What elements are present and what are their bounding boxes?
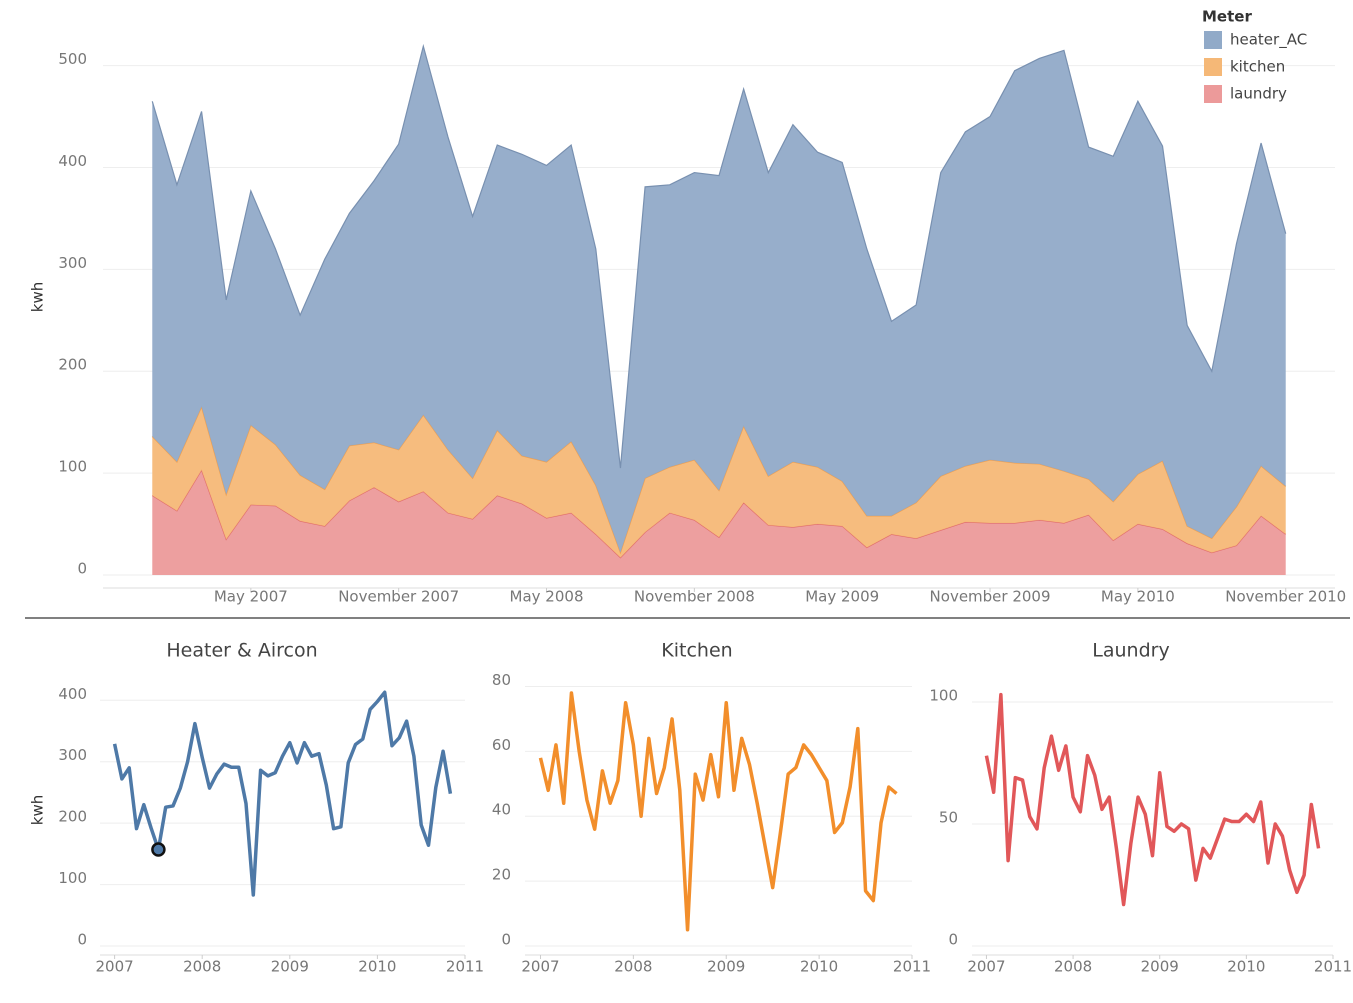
x-tick-label: November 2007 — [338, 588, 459, 606]
x-tick-label: May 2007 — [214, 588, 288, 606]
y-tick-label: 100 — [58, 869, 87, 887]
line — [984, 692, 1321, 907]
x-tick-label: November 2008 — [634, 588, 755, 606]
x-tick-label: 2008 — [1054, 958, 1092, 976]
y-tick-label: 100 — [929, 686, 958, 704]
legend-swatch — [1204, 31, 1222, 49]
x-tick-label: 2008 — [183, 958, 221, 976]
line — [112, 690, 453, 897]
chart-title: Heater & Aircon — [166, 640, 317, 662]
y-tick-label: 300 — [58, 254, 87, 272]
x-tick-label: 2010 — [358, 958, 396, 976]
x-tick-label: 2007 — [521, 958, 559, 976]
y-tick-label: 100 — [58, 458, 87, 476]
x-tick-label: 2007 — [967, 958, 1005, 976]
area — [152, 46, 1286, 553]
x-tick-label: May 2010 — [1101, 588, 1175, 606]
legend-title: Meter — [1202, 8, 1252, 26]
y-axis-label: kwh — [29, 795, 47, 825]
y-tick-label: 300 — [58, 746, 87, 764]
x-tick-label: 2009 — [707, 958, 745, 976]
legend-label: heater_AC — [1230, 31, 1307, 50]
x-tick-label: 2011 — [1314, 958, 1352, 976]
x-tick-label: 2010 — [1227, 958, 1265, 976]
y-tick-label: 40 — [492, 801, 511, 819]
x-tick-label: 2007 — [96, 958, 134, 976]
y-axis-label: kwh — [29, 282, 47, 312]
chart-title: Kitchen — [661, 640, 732, 662]
x-tick-label: November 2009 — [930, 588, 1051, 606]
legend-swatch — [1204, 58, 1222, 76]
chart-title: Laundry — [1092, 640, 1169, 662]
x-tick-label: 2011 — [446, 958, 484, 976]
x-tick-label: 2009 — [1141, 958, 1179, 976]
y-tick-label: 200 — [58, 808, 87, 826]
area — [152, 470, 1286, 575]
y-tick-label: 50 — [939, 808, 958, 826]
x-tick-label: 2009 — [271, 958, 309, 976]
y-tick-label: 0 — [501, 931, 511, 949]
y-tick-label: 20 — [492, 866, 511, 884]
area — [152, 406, 1286, 558]
y-tick-label: 400 — [58, 685, 87, 703]
line — [538, 691, 898, 932]
y-tick-label: 0 — [77, 931, 87, 949]
y-tick-label: 400 — [58, 152, 87, 170]
x-tick-label: 2010 — [800, 958, 838, 976]
x-tick-label: May 2008 — [510, 588, 584, 606]
y-tick-label: 0 — [948, 931, 958, 949]
legend-label: kitchen — [1230, 58, 1285, 76]
legend-swatch — [1204, 85, 1222, 103]
y-tick-label: 200 — [58, 356, 87, 374]
y-tick-label: 500 — [58, 50, 87, 68]
x-tick-label: May 2009 — [805, 588, 879, 606]
x-tick-label: 2008 — [614, 958, 652, 976]
legend-label: laundry — [1230, 85, 1287, 103]
area-edge — [151, 43, 1287, 469]
highlight-point — [151, 842, 166, 857]
y-tick-label: 80 — [492, 671, 511, 689]
x-tick-label: November 2010 — [1225, 588, 1346, 606]
x-tick-label: 2011 — [893, 958, 931, 976]
y-tick-label: 0 — [77, 560, 87, 578]
y-tick-label: 60 — [492, 736, 511, 754]
